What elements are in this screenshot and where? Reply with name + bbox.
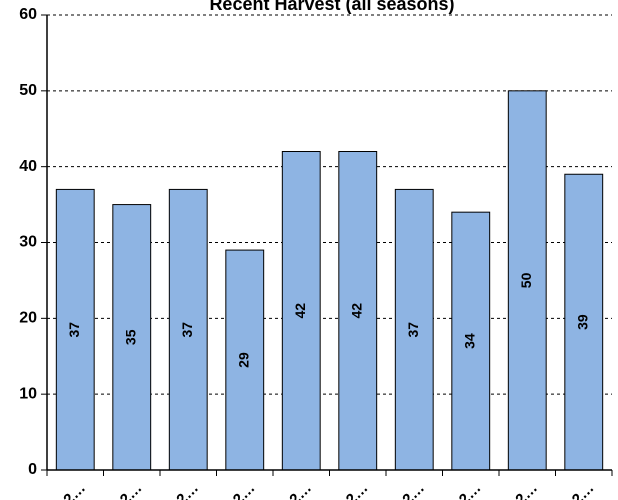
- bar: [564, 173, 604, 471]
- bar: [168, 188, 208, 471]
- x-tick-label: 2…: [117, 480, 146, 500]
- data-label: 42: [348, 303, 364, 319]
- y-tick-label: 20: [19, 310, 37, 327]
- bars: [55, 90, 604, 471]
- y-tick-label: 0: [28, 461, 37, 478]
- data-label: 39: [574, 314, 590, 330]
- x-tick-label: 2…: [569, 480, 598, 500]
- x-axis-ticks: 2… 2… 2… 2… 2… 2… 2… 2… 2… 2…: [46, 470, 613, 500]
- bar: [338, 151, 378, 471]
- chart-title: Recent Harvest (all seasons): [209, 0, 454, 14]
- y-tick-label: 10: [19, 385, 37, 402]
- bar: [507, 90, 547, 471]
- bar: [394, 188, 434, 471]
- x-tick-label: 2…: [512, 480, 541, 500]
- y-tick-label: 60: [19, 6, 37, 23]
- x-tick-label: 2…: [456, 480, 485, 500]
- y-tick-label: 50: [19, 82, 37, 99]
- bar: [55, 188, 95, 471]
- x-tick-label: 2…: [60, 480, 89, 500]
- bar: [225, 249, 265, 471]
- x-tick-label: 2…: [230, 480, 259, 500]
- x-tick-label: 2…: [173, 480, 202, 500]
- data-labels: 37 35 37 29 42 42 37 34 50 39: [66, 272, 591, 367]
- y-tick-label: 30: [19, 234, 37, 251]
- x-tick-label: 2…: [286, 480, 315, 500]
- data-label: 37: [66, 322, 82, 338]
- x-tick-label: 2…: [399, 480, 428, 500]
- data-label: 50: [518, 272, 534, 288]
- data-label: 29: [235, 352, 251, 368]
- data-label: 37: [405, 322, 421, 338]
- data-label: 34: [461, 333, 477, 349]
- bar: [281, 151, 321, 471]
- data-label: 42: [292, 303, 308, 319]
- bar: [451, 211, 491, 471]
- y-tick-label: 40: [19, 158, 37, 175]
- y-axis-ticks: 0 10 20 30 40 50 60: [19, 6, 47, 478]
- data-label: 37: [179, 322, 195, 338]
- x-tick-label: 2…: [343, 480, 372, 500]
- data-label: 35: [122, 329, 138, 345]
